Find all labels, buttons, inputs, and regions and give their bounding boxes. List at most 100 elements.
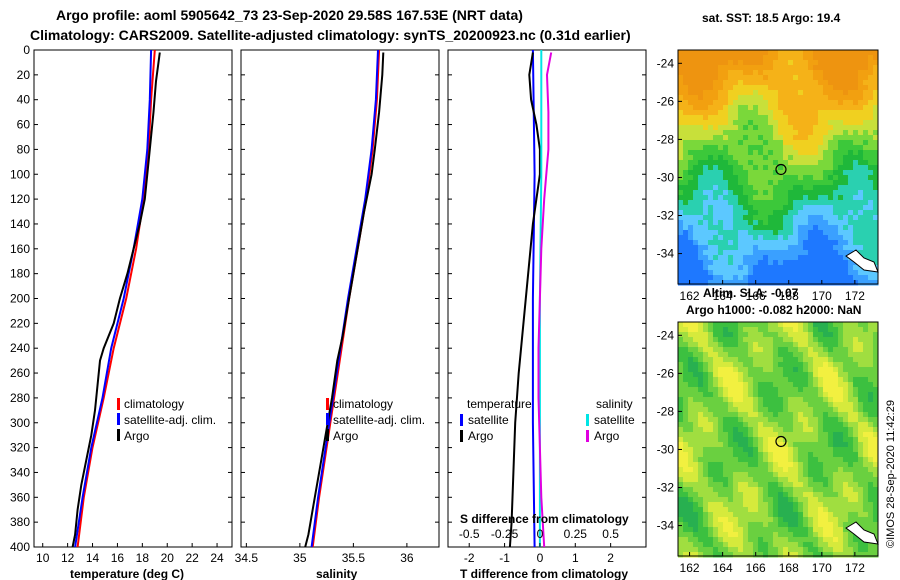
- map-cell: [873, 522, 879, 528]
- map-cell: [683, 387, 689, 393]
- map-cell: [818, 270, 824, 276]
- map-cell: [698, 225, 704, 231]
- map-cell: [723, 275, 729, 281]
- map-cell: [838, 165, 844, 171]
- map-cell: [738, 452, 744, 458]
- map-cell: [733, 507, 739, 513]
- map-cell: [723, 342, 729, 348]
- map-cell: [868, 547, 874, 553]
- map-cell: [868, 337, 874, 343]
- map-cell: [843, 502, 849, 508]
- map-cell: [808, 447, 814, 453]
- salinity-legend: climatology satellite-adj. clim. Argo: [326, 397, 425, 443]
- map-cell: [683, 547, 689, 553]
- lat-tick-label: -34: [657, 519, 675, 533]
- map-cell: [868, 95, 874, 101]
- map-cell: [778, 245, 784, 251]
- map-cell: [823, 337, 829, 343]
- map-cell: [728, 507, 734, 513]
- map-cell: [863, 362, 869, 368]
- map-cell: [698, 195, 704, 201]
- map-cell: [718, 50, 724, 56]
- map-cell: [778, 552, 784, 558]
- map-cell: [683, 70, 689, 76]
- map-cell: [798, 125, 804, 131]
- map-cell: [678, 180, 684, 186]
- map-cell: [813, 452, 819, 458]
- map-cell: [728, 120, 734, 126]
- map-cell: [813, 497, 819, 503]
- map-cell: [803, 342, 809, 348]
- map-cell: [843, 532, 849, 538]
- map-cell: [823, 477, 829, 483]
- map-cell: [753, 442, 759, 448]
- map-cell: [708, 180, 714, 186]
- map-cell: [728, 165, 734, 171]
- map-cell: [803, 280, 809, 286]
- map-cell: [853, 447, 859, 453]
- map-cell: [728, 327, 734, 333]
- map-cell: [733, 100, 739, 106]
- map-cell: [798, 442, 804, 448]
- map-cell: [838, 397, 844, 403]
- map-cell: [723, 382, 729, 388]
- map-cell: [688, 432, 694, 438]
- map-cell: [853, 327, 859, 333]
- map-cell: [853, 230, 859, 236]
- map-cell: [748, 407, 754, 413]
- map-cell: [818, 552, 824, 558]
- map-cell: [798, 407, 804, 413]
- map-cell: [798, 150, 804, 156]
- map-cell: [753, 502, 759, 508]
- map-cell: [713, 467, 719, 473]
- map-cell: [793, 215, 799, 221]
- map-cell: [718, 392, 724, 398]
- map-cell: [833, 80, 839, 86]
- map-cell: [703, 165, 709, 171]
- map-cell: [748, 255, 754, 261]
- map-cell: [823, 437, 829, 443]
- map-cell: [793, 70, 799, 76]
- map-cell: [838, 70, 844, 76]
- map-cell: [828, 442, 834, 448]
- depth-tick-label: 0: [23, 43, 30, 57]
- map-cell: [788, 200, 794, 206]
- map-cell: [873, 180, 879, 186]
- map-cell: [688, 442, 694, 448]
- map-cell: [813, 422, 819, 428]
- map-cell: [693, 507, 699, 513]
- map-cell: [688, 205, 694, 211]
- map-cell: [723, 502, 729, 508]
- map-cell: [833, 452, 839, 458]
- map-cell: [758, 90, 764, 96]
- map-cell: [848, 170, 854, 176]
- map-cell: [738, 60, 744, 66]
- map-cell: [753, 482, 759, 488]
- map-cell: [793, 387, 799, 393]
- map-cell: [713, 372, 719, 378]
- map-cell: [853, 65, 859, 71]
- map-cell: [693, 417, 699, 423]
- map-cell: [753, 105, 759, 111]
- map-cell: [758, 467, 764, 473]
- map-cell: [848, 442, 854, 448]
- map-cell: [693, 190, 699, 196]
- map-cell: [713, 537, 719, 543]
- map-cell: [693, 265, 699, 271]
- map-cell: [748, 387, 754, 393]
- map-cell: [818, 105, 824, 111]
- map-cell: [788, 432, 794, 438]
- map-cell: [818, 397, 824, 403]
- map-cell: [823, 457, 829, 463]
- map-cell: [858, 170, 864, 176]
- map-cell: [718, 250, 724, 256]
- map-cell: [868, 482, 874, 488]
- map-cell: [743, 342, 749, 348]
- map-cell: [838, 542, 844, 548]
- map-cell: [718, 125, 724, 131]
- map-cell: [848, 387, 854, 393]
- map-cell: [793, 180, 799, 186]
- map-cell: [848, 427, 854, 433]
- map-cell: [728, 322, 734, 328]
- map-cell: [773, 185, 779, 191]
